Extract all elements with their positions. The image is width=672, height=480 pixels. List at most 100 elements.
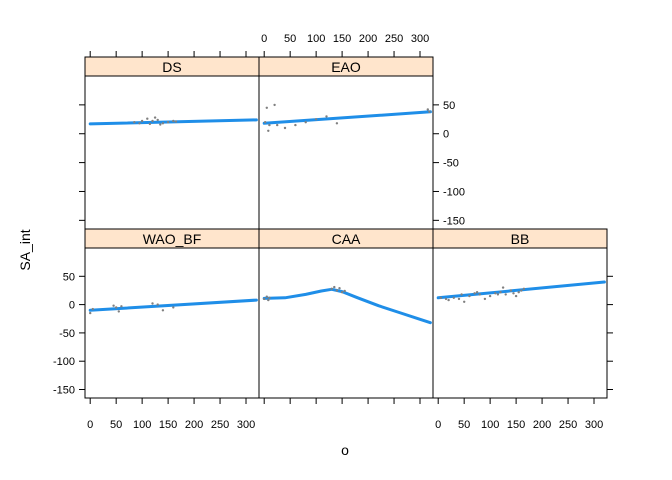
data-point-ds-3 <box>146 117 149 120</box>
data-point-bb-22 <box>520 289 523 292</box>
x-axis-title: o <box>341 442 349 458</box>
panel-eao: EAO <box>258 56 434 230</box>
data-point-caa-4 <box>330 287 333 290</box>
x-axis-top-eao-label-50: 50 <box>284 33 296 45</box>
data-point-eao-4 <box>273 103 276 107</box>
y-axis-left-bottom-label--100: -100 <box>53 356 75 368</box>
data-point-bb-10 <box>478 293 481 296</box>
data-point-wao-bf-4 <box>117 310 121 313</box>
fit-line-caa <box>262 287 432 325</box>
x-axis-bottom-wao-bf-label-150: 150 <box>159 419 177 431</box>
data-point-eao-3 <box>268 123 271 127</box>
strip-label-bb: BB <box>511 231 530 247</box>
y-axis-right-top-label--50: -50 <box>443 158 459 170</box>
data-point-bb-5 <box>460 293 463 296</box>
data-point-eao-13 <box>428 110 431 114</box>
panel-caa: CAA <box>258 228 434 399</box>
data-point-caa-8 <box>340 291 344 294</box>
data-point-ds-6 <box>153 116 157 119</box>
data-point-eao-6 <box>283 126 287 130</box>
data-point-wao-bf-7 <box>156 303 159 306</box>
data-point-bb-16 <box>501 286 505 289</box>
data-point-ds-12 <box>174 120 178 123</box>
data-point-ds-5 <box>151 119 154 123</box>
data-point-caa-0 <box>263 297 266 301</box>
y-axis-title: SA_int <box>17 229 33 270</box>
data-point-bb-9 <box>475 291 479 294</box>
fit-line-wao-bf <box>88 298 258 312</box>
data-point-bb-4 <box>457 297 461 301</box>
data-point-bb-17 <box>504 293 507 296</box>
data-point-ds-0 <box>133 121 136 124</box>
y-axis-left-bottom-label-0: 0 <box>69 300 75 312</box>
y-ticks-right-bottom <box>607 275 613 391</box>
data-point-ds-2 <box>140 119 144 123</box>
y-axis-right-top-label-0: 0 <box>443 129 449 141</box>
y-axis-right-top: -150 -100 -50 0 50 <box>433 100 465 227</box>
panel-bb: BB <box>432 228 608 399</box>
y-axis-left-bottom: -150 -100 -50 0 50 <box>53 271 85 397</box>
x-ticks-top-ds <box>89 51 247 57</box>
data-point-bb-0 <box>439 296 442 299</box>
data-point-caa-2 <box>267 298 270 302</box>
plot-frame-wao-bf <box>84 247 260 399</box>
x-axis-top-eao-label-0: 0 <box>261 33 267 45</box>
y-axis-right-top-label-50: 50 <box>443 100 455 112</box>
data-point-wao-bf-0 <box>89 311 92 315</box>
data-point-eao-9 <box>314 118 318 121</box>
data-point-caa-7 <box>338 287 341 290</box>
x-axis-top-eao: 0 50 100 150 200 250 300 <box>261 33 429 57</box>
data-point-bb-6 <box>463 300 466 303</box>
data-point-ds-8 <box>159 123 162 126</box>
panel-ds: DS <box>84 56 260 230</box>
strip-label-wao-bf: WAO_BF <box>143 231 202 247</box>
data-point-wao-bf-1 <box>91 307 95 311</box>
data-point-ds-4 <box>148 122 152 126</box>
y-axis-right-top-label--150: -150 <box>443 215 465 227</box>
data-point-caa-3 <box>268 296 271 299</box>
data-point-wao-bf-2 <box>112 304 115 307</box>
data-point-eao-2 <box>267 129 270 132</box>
data-point-caa-1 <box>265 295 268 298</box>
plot-frame-bb <box>432 247 608 399</box>
data-point-eao-5 <box>276 123 279 127</box>
strip-label-eao: EAO <box>331 59 361 75</box>
data-point-bb-7 <box>468 294 471 298</box>
plot-frame-caa <box>258 247 434 399</box>
data-point-eao-11 <box>335 122 339 125</box>
data-point-bb-3 <box>452 296 455 299</box>
data-point-wao-bf-9 <box>172 306 175 309</box>
data-point-eao-10 <box>325 115 328 118</box>
data-point-bb-21 <box>517 291 520 294</box>
x-axis-bottom-bb-label-150: 150 <box>507 419 525 431</box>
x-axis-bottom-bb-label-300: 300 <box>585 419 603 431</box>
data-point-wao-bf-3 <box>115 306 118 309</box>
data-point-bb-23 <box>522 287 526 290</box>
data-point-ds-11 <box>172 119 175 123</box>
data-point-eao-8 <box>304 121 307 124</box>
data-point-bb-2 <box>447 298 450 302</box>
x-axis-bottom-wao-bf-label-250: 250 <box>211 419 229 431</box>
panel-wao-bf: WAO_BF <box>84 228 260 399</box>
data-point-eao-7 <box>294 123 297 127</box>
data-point-bb-19 <box>512 292 515 295</box>
x-axis-bottom-bb-label-100: 100 <box>481 419 499 431</box>
x-axis-top-eao-label-150: 150 <box>333 33 351 45</box>
data-point-eao-1 <box>265 106 268 110</box>
data-point-ds-7 <box>156 118 159 122</box>
x-axis-bottom-bb-label-50: 50 <box>458 419 470 431</box>
data-point-eao-0 <box>264 121 267 124</box>
x-axis-bottom-bb-label-0: 0 <box>435 419 441 431</box>
panels-layer: DS EAO WAO_BF CAA BB <box>84 56 608 399</box>
x-axis-top-eao-label-300: 300 <box>411 33 429 45</box>
axes-layer: 0 50 100 150 200 250 300 0 50 100 150 200 250 300 0 50 1… <box>53 33 613 431</box>
x-axis-bottom-wao-bf-label-200: 200 <box>185 419 203 431</box>
x-axis-bottom-wao-bf-label-100: 100 <box>133 419 151 431</box>
data-point-bb-20 <box>514 294 518 298</box>
data-point-bb-18 <box>509 289 513 292</box>
x-axis-bottom-bb: 0 50 100 150 200 250 300 <box>435 398 603 431</box>
data-point-bb-12 <box>488 294 492 298</box>
data-point-bb-8 <box>473 292 476 295</box>
x-ticks-bottom-caa <box>263 398 421 404</box>
